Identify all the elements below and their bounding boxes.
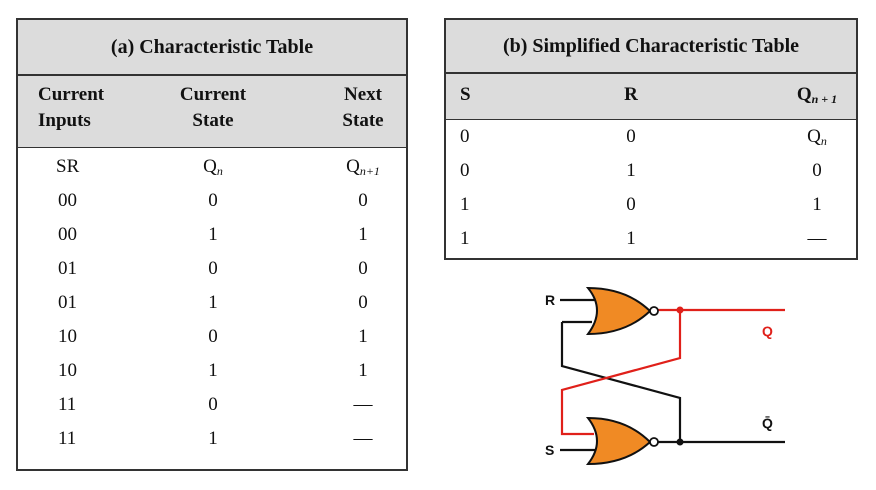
cell-q-next: Qn (807, 126, 827, 148)
cell-current-state: 0 (208, 258, 218, 279)
label-s: S (545, 442, 554, 458)
cell-next-state: — (353, 428, 373, 449)
table-row: 1 1 — (446, 228, 856, 262)
cell-inputs: 10 (58, 360, 77, 381)
nor-gate-top (585, 286, 659, 336)
table-title: (a) Characteristic Table (18, 20, 406, 76)
nor-gate-bottom (585, 416, 659, 466)
header-s: S (460, 84, 471, 105)
table-row: 01 1 0 (18, 292, 406, 326)
cell-next-state: 1 (358, 224, 368, 245)
table-row: 0 1 0 (446, 160, 856, 194)
cell-inputs: 01 (58, 258, 77, 279)
cell-q-next: 1 (812, 194, 822, 215)
table-row: 1 0 1 (446, 194, 856, 228)
cell-next-state: 0 (358, 258, 368, 279)
simplified-characteristic-table: (b) Simplified Characteristic Table S R … (444, 18, 858, 260)
table-row: 10 1 1 (18, 360, 406, 394)
cell-s: 0 (460, 160, 470, 181)
cell-r: 0 (626, 194, 636, 215)
cell-current-state: 1 (208, 292, 218, 313)
cell-current-state: 1 (208, 360, 218, 381)
label-q: Q (762, 323, 773, 339)
header-current-state: Current State (179, 84, 247, 131)
junction-qbar (676, 438, 684, 446)
cell-r: 1 (626, 228, 636, 249)
table-header: S R Qn + 1 (446, 74, 856, 120)
cell-next-state: 1 (358, 360, 368, 381)
cell-inputs: 00 (58, 224, 77, 245)
symbol-row: SR Qn Qn+1 (18, 156, 406, 190)
table-title: (b) Simplified Characteristic Table (446, 20, 856, 74)
table-row: 0 0 Qn (446, 126, 856, 160)
cell-next-state: 0 (358, 292, 368, 313)
sr-latch-diagram: R S Q Q̄ (545, 286, 785, 466)
cell-s: 1 (460, 194, 470, 215)
cell-current-state: 1 (208, 224, 218, 245)
characteristic-table: (a) Characteristic Table Current Inputs C… (16, 18, 408, 471)
cell-q-next: 0 (812, 160, 822, 181)
table-row: 10 0 1 (18, 326, 406, 360)
table-body: SR Qn Qn+1 00 0 0 00 1 1 01 0 0 01 1 0 10 0 1 10 1 1 11 0—1… (18, 148, 406, 462)
table-row: 00 1 1 (18, 224, 406, 258)
header-next-state: Next State (342, 84, 384, 131)
header-r: R (624, 84, 638, 105)
cell-current-state: 0 (208, 190, 218, 211)
cell-r: 1 (626, 160, 636, 181)
cell-q-next: — (807, 228, 827, 249)
junction-q (676, 306, 684, 314)
cell-inputs: 11 (58, 394, 77, 415)
table-row: 11 0 — (18, 394, 406, 428)
cell-r: 0 (626, 126, 636, 147)
header-q-next: Qn + 1 (796, 84, 838, 106)
wire-cross-black (560, 320, 682, 442)
cell-next-state: — (353, 394, 373, 415)
table-row: 00 0 0 (18, 190, 406, 224)
cell-current-state: 0 (208, 394, 218, 415)
cell-inputs: 00 (58, 190, 77, 211)
cell-current-state: 1 (208, 428, 218, 449)
cell-next-state: 1 (358, 326, 368, 347)
table-row: 01 0 0 (18, 258, 406, 292)
cell-next-state: 0 (358, 190, 368, 211)
table-row: 11 1— (18, 428, 406, 462)
header-current-inputs: Current Inputs (38, 84, 105, 131)
cell-s: 0 (460, 126, 470, 147)
wire-cross-red (560, 310, 682, 436)
table-body: 0 0 Qn 0 1 0 1 0 1 1 1 — (446, 120, 856, 262)
cell-current-state: 0 (208, 326, 218, 347)
cell-s: 1 (460, 228, 470, 249)
label-qbar: Q̄ (762, 414, 773, 431)
cell-inputs: 11 (58, 428, 77, 449)
table-header: Current Inputs Current State Next State (18, 76, 406, 148)
cell-inputs: 01 (58, 292, 77, 313)
label-r: R (545, 292, 555, 308)
cell-inputs: 10 (58, 326, 77, 347)
symbol-next: Qn+1 (346, 156, 380, 178)
symbol-inputs: SR (56, 156, 80, 177)
symbol-current: Qn (203, 156, 223, 178)
